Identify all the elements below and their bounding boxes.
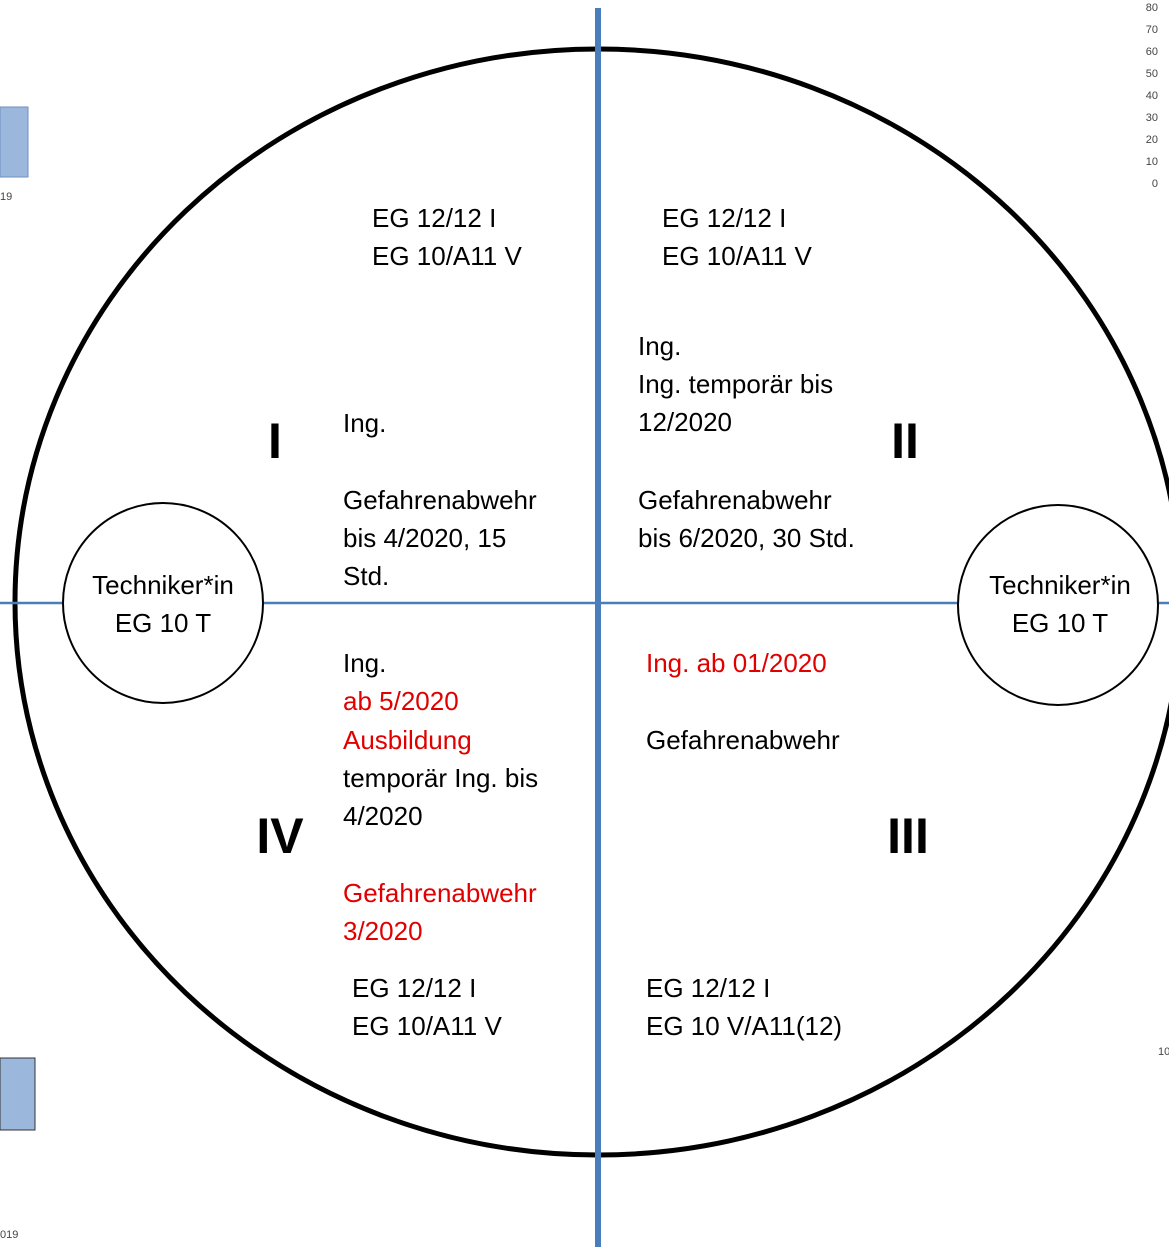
body-line: bis 6/2020, 30 Std.	[638, 523, 855, 553]
body-line: Ing.	[638, 331, 681, 361]
body-line: Ing.	[343, 648, 386, 678]
fragment-tick: 20	[1146, 134, 1158, 146]
grade-line: EG 10/A11 V	[352, 1011, 502, 1041]
fragment-tick: 60	[1146, 46, 1158, 58]
body-line: Ing.	[343, 408, 386, 438]
node-label: Techniker*in	[989, 570, 1131, 600]
fragment-label: 019	[0, 1229, 18, 1241]
quadrant-numeral: II	[891, 413, 919, 469]
grade-line: EG 10/A11 V	[372, 241, 522, 271]
body-line: Gefahrenabwehr	[343, 485, 537, 515]
body-line: Gefahrenabwehr	[343, 878, 537, 908]
body-line: 12/2020	[638, 407, 732, 437]
side-node	[62, 502, 264, 704]
fragment-tick: 40	[1146, 90, 1158, 102]
body-line: ab 5/2020	[343, 686, 459, 716]
node-label: Techniker*in	[92, 570, 234, 600]
side-node	[957, 504, 1159, 706]
body-line: Ausbildung	[343, 725, 472, 755]
quadrant-numeral: I	[268, 413, 282, 469]
body-line: Gefahrenabwehr	[638, 485, 832, 515]
body-line: Ing. ab 01/2020	[646, 648, 827, 678]
fragment-label: 10	[1158, 1046, 1169, 1058]
body-line: 4/2020	[343, 801, 423, 831]
body-line: temporär Ing. bis	[343, 763, 538, 793]
fragment-tick: 30	[1146, 112, 1158, 124]
body-line: bis 4/2020, 15	[343, 523, 506, 553]
body-line: Std.	[343, 561, 389, 591]
grade-line: EG 10/A11 V	[662, 241, 812, 271]
body-line: Gefahrenabwehr	[646, 725, 840, 755]
fragment-tick: 80	[1146, 2, 1158, 14]
quadrant-numeral: III	[887, 808, 929, 864]
body-line: Ing. temporär bis	[638, 369, 833, 399]
quadrant-numeral: IV	[256, 808, 304, 864]
fragment-tick: 0	[1152, 178, 1158, 190]
node-label: EG 10 T	[1012, 608, 1108, 638]
node-label: EG 10 T	[115, 608, 211, 638]
fragment-label: 19	[0, 191, 12, 203]
grade-line: EG 12/12 I	[372, 203, 496, 233]
fragment-bar	[0, 1057, 36, 1131]
grade-line: EG 12/12 I	[352, 973, 476, 1003]
fragment-bar	[0, 106, 29, 178]
fragment-tick: 10	[1146, 156, 1158, 168]
grade-line: EG 10 V/A11(12)	[646, 1011, 842, 1041]
fragment-tick: 70	[1146, 24, 1158, 36]
body-line: 3/2020	[343, 916, 423, 946]
grade-line: EG 12/12 I	[646, 973, 770, 1003]
fragment-tick: 50	[1146, 68, 1158, 80]
grade-line: EG 12/12 I	[662, 203, 786, 233]
